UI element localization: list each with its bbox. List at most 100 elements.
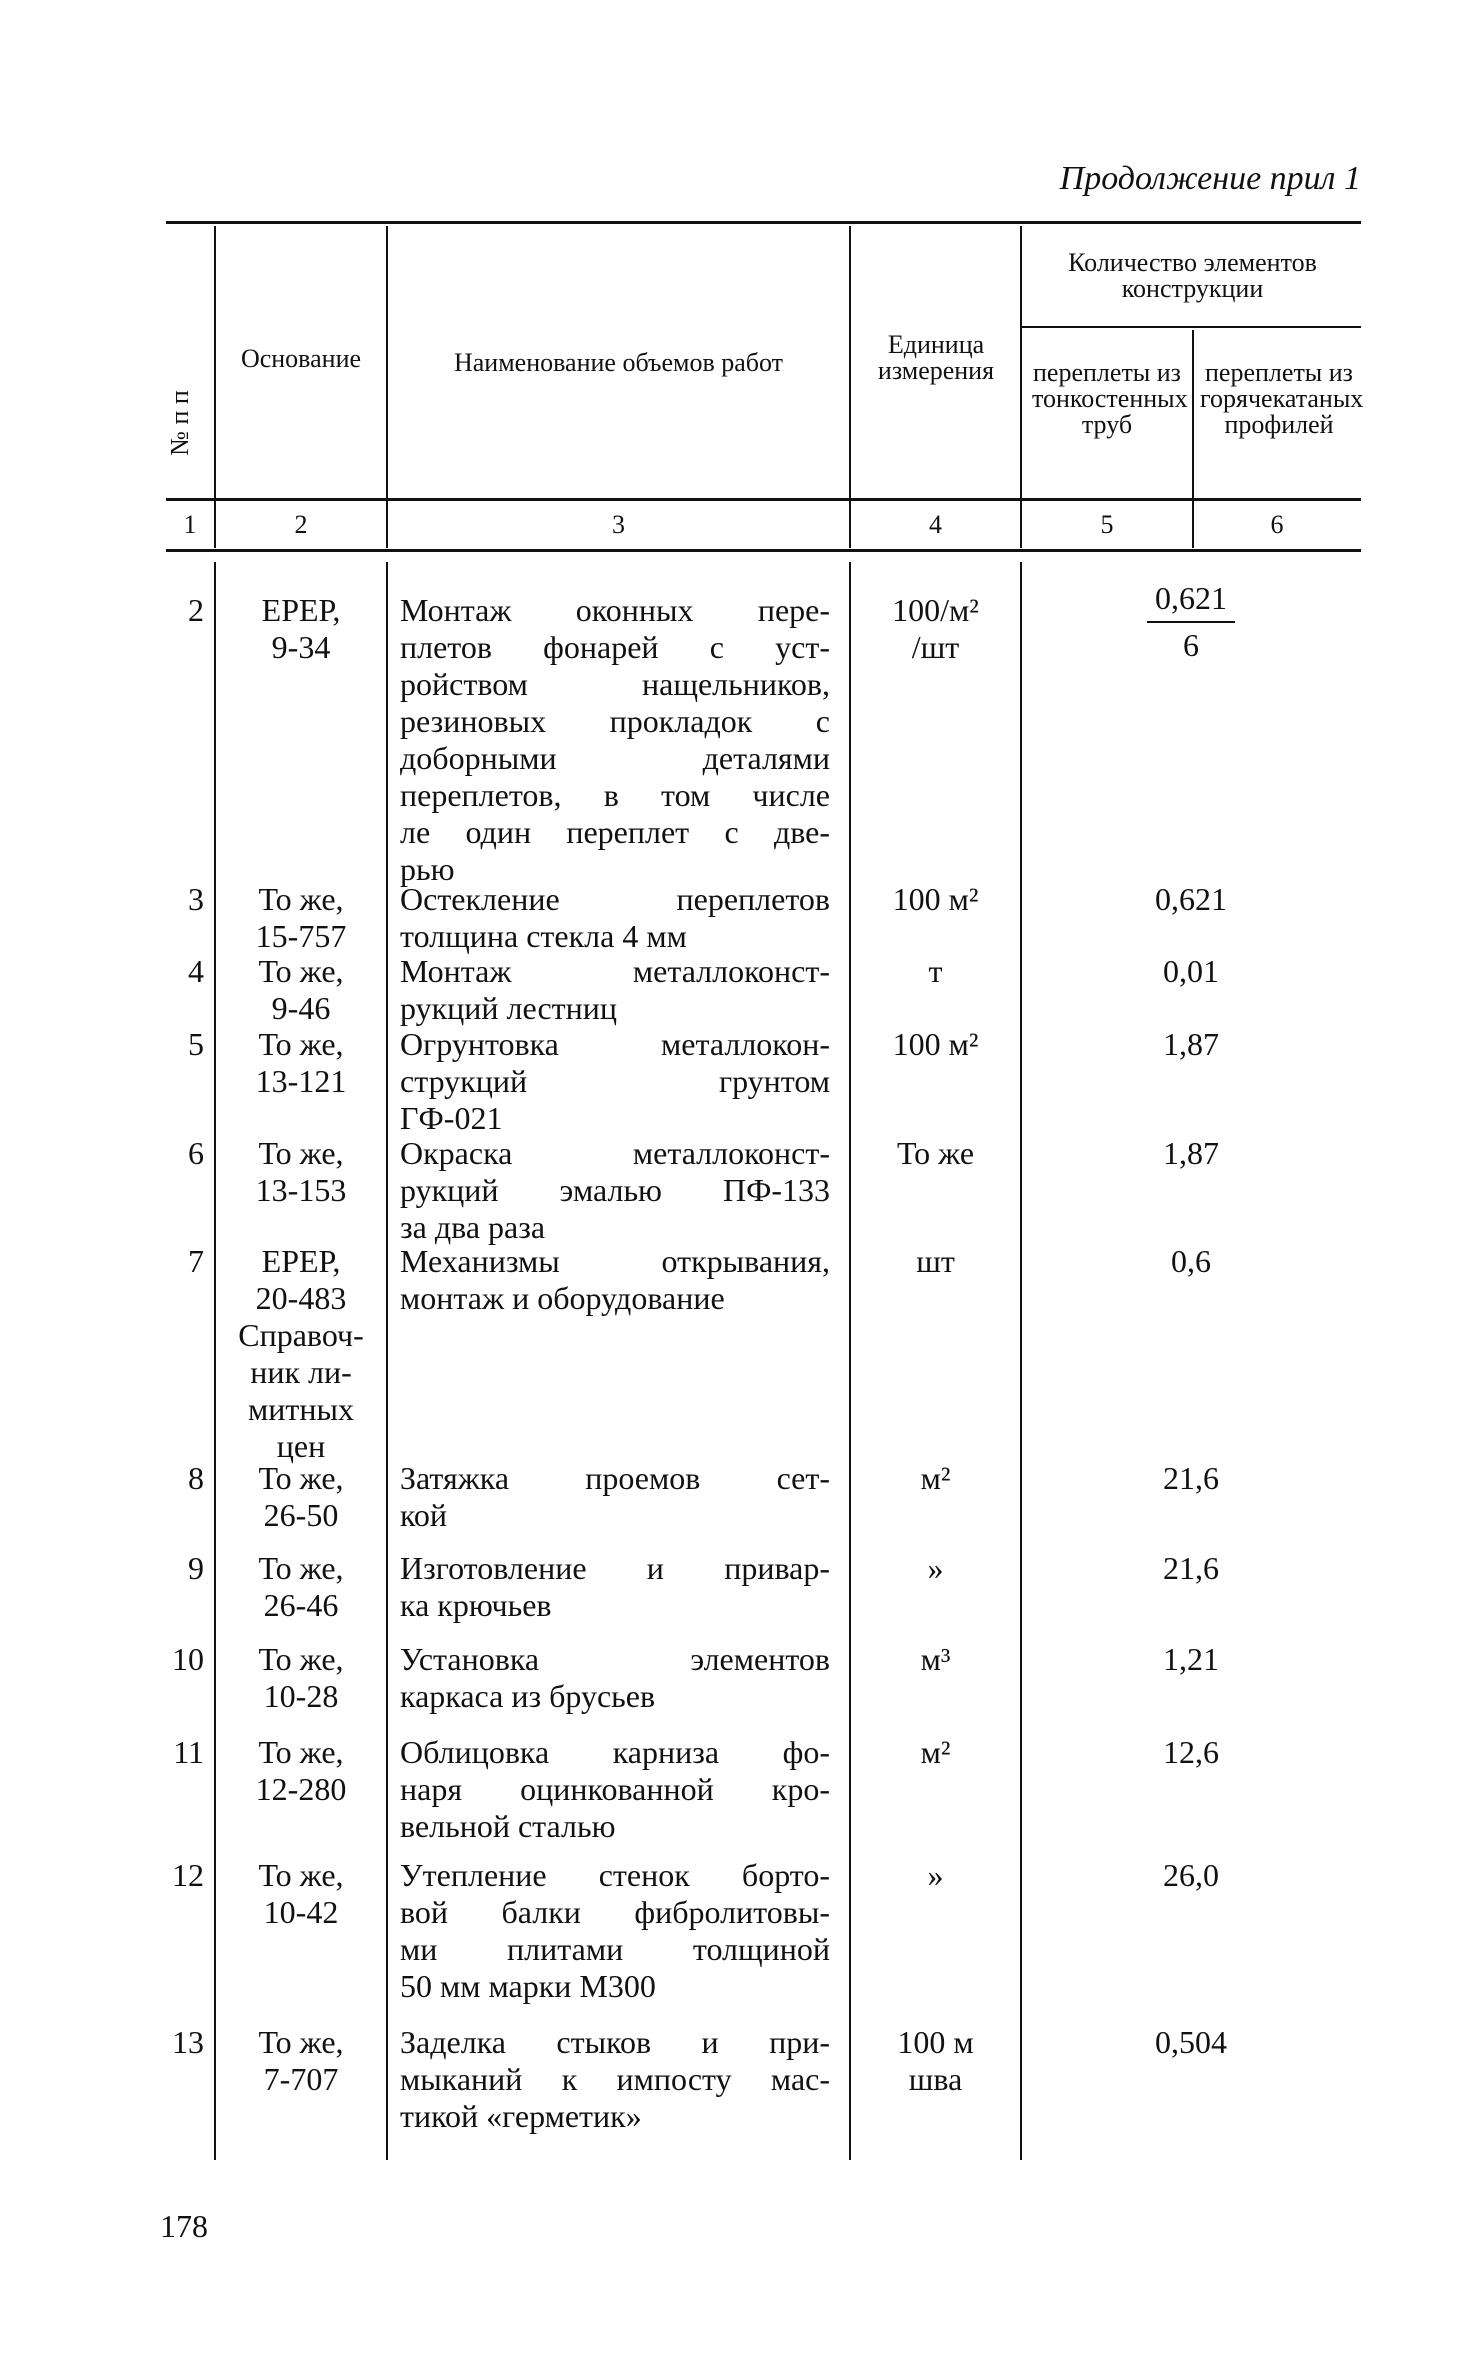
unit-line: м² bbox=[920, 1460, 951, 1496]
work-name-line: рукций лестниц bbox=[400, 990, 618, 1026]
header-col-thin-wall: переплеты из тонкостенных труб bbox=[1032, 358, 1188, 439]
unit-line: 100 м² bbox=[892, 1026, 979, 1062]
header-col-hot-rolled: переплеты из горячекатаных профилей bbox=[1200, 358, 1364, 439]
row-number: 12 bbox=[172, 1857, 204, 1893]
row-number: 5 bbox=[188, 1026, 204, 1062]
row-unit: 100/м²/шт bbox=[850, 592, 1021, 666]
row-basis: То же, 13-153 bbox=[215, 1135, 387, 1209]
unit-line: 100/м² bbox=[892, 592, 979, 628]
column-number: 1 bbox=[183, 510, 197, 539]
row-number: 2 bbox=[188, 592, 204, 628]
basis-line: То же, bbox=[258, 1026, 344, 1062]
row-basis: То же, 15-757 bbox=[215, 881, 387, 955]
row-unit: 100 м² bbox=[850, 1026, 1021, 1063]
row-unit: шт bbox=[850, 1243, 1021, 1280]
header-col-number: № п п bbox=[165, 390, 194, 456]
row-quantity: 26,0 bbox=[1163, 1857, 1219, 1893]
row-number: 4 bbox=[188, 953, 204, 989]
body-vline bbox=[849, 562, 851, 2160]
work-name-line: толщина стекла 4 мм bbox=[400, 918, 687, 954]
work-name-line: Остекление переплетов bbox=[400, 881, 830, 917]
row-basis: То же, 26-46 bbox=[215, 1550, 387, 1624]
page-number: 178 bbox=[160, 2208, 208, 2244]
work-name-line: вельной сталью bbox=[400, 1808, 616, 1844]
row-basis: То же, 7-707 bbox=[215, 2024, 387, 2098]
row-number: 10 bbox=[172, 1641, 204, 1677]
column-number: 2 bbox=[294, 510, 308, 539]
header-col-unit: Единица измерения bbox=[877, 330, 995, 385]
work-name-line: рукций эмалью ПФ-133 bbox=[400, 1172, 830, 1208]
header-vline bbox=[849, 226, 851, 548]
row-number: 6 bbox=[188, 1135, 204, 1171]
row-unit: т bbox=[850, 953, 1021, 990]
work-name-line: за два раза bbox=[400, 1209, 546, 1245]
work-name-line: струкций грунтом bbox=[400, 1063, 830, 1099]
work-name-line: Монтаж оконных пере- bbox=[400, 592, 830, 628]
row-quantity: 21,6 bbox=[1163, 1460, 1219, 1496]
unit-line: То же bbox=[896, 1135, 975, 1171]
work-name-line: доборными деталями bbox=[400, 740, 830, 776]
row-unit: м² bbox=[850, 1734, 1021, 1771]
work-name-line: тикой «герметик» bbox=[400, 2098, 642, 2134]
header-group-quantity: Количество элементов конструкции bbox=[1068, 248, 1317, 303]
row-basis: ЕРЕР, 9-34 bbox=[215, 592, 387, 666]
row-unit: 100 м шва bbox=[850, 2024, 1021, 2098]
row-quantity: 1,87 bbox=[1163, 1026, 1219, 1062]
basis-line: 26-46 bbox=[263, 1587, 339, 1623]
basis-line: То же, bbox=[258, 1550, 344, 1586]
row-work-name: Окраска металлоконст-рукций эмалью ПФ-13… bbox=[400, 1135, 830, 1246]
row-number: 13 bbox=[172, 2024, 204, 2060]
row-unit: » bbox=[850, 1857, 1021, 1894]
body-vline bbox=[1020, 562, 1022, 2160]
basis-line: То же, bbox=[258, 881, 344, 917]
row-basis: То же, 12-280 bbox=[215, 1734, 387, 1808]
header-bottom-rule bbox=[166, 498, 1361, 501]
basis-line: ЕРЕР, bbox=[261, 1243, 341, 1279]
header-col-work-name: Наименование объемов работ bbox=[453, 348, 784, 377]
work-name-line: вой балки фибролитовы- bbox=[400, 1894, 830, 1930]
header-vline bbox=[1192, 330, 1194, 548]
work-name-line: плетов фонарей с уст- bbox=[400, 629, 830, 665]
row-work-name: Монтаж металлоконст-рукций лестниц bbox=[400, 953, 830, 1027]
row-quantity: 1,87 bbox=[1163, 1135, 1219, 1171]
work-name-line: Утепление стенок борто- bbox=[400, 1857, 830, 1893]
basis-line: 10-42 bbox=[263, 1894, 339, 1930]
basis-line: 10-28 bbox=[263, 1678, 339, 1714]
row-number: 7 bbox=[188, 1243, 204, 1279]
basis-line: ЕРЕР, bbox=[261, 592, 341, 628]
basis-line: 7-707 bbox=[263, 2061, 339, 2097]
work-name-line: Огрунтовка металлокон- bbox=[400, 1026, 830, 1062]
work-name-line: ГФ-021 bbox=[400, 1100, 503, 1136]
header-vline bbox=[1020, 226, 1022, 548]
row-quantity: 12,6 bbox=[1163, 1734, 1219, 1770]
running-head: Продолжение прил 1 bbox=[1059, 160, 1361, 197]
row-work-name: Облицовка карниза фо-наря оцинкованной к… bbox=[400, 1734, 830, 1845]
row-work-name: Установка элементов каркаса из брусьев bbox=[400, 1641, 830, 1715]
basis-line: 20-483 bbox=[255, 1280, 347, 1316]
unit-line: м³ bbox=[920, 1641, 951, 1677]
row-quantity: 0,621 bbox=[1155, 881, 1227, 917]
table-top-rule bbox=[166, 221, 1361, 224]
unit-line: » bbox=[927, 1857, 944, 1893]
row-basis: ЕРЕР, 20-483 Справоч-ник ли-митных цен bbox=[215, 1243, 387, 1465]
unit-line: 100 м bbox=[897, 2024, 974, 2060]
work-name-line: Механизмы открывания, bbox=[400, 1243, 830, 1279]
row-quantity: 1,21 bbox=[1163, 1641, 1219, 1677]
row-work-name: Изготовление и привар-ка крючьев bbox=[400, 1550, 830, 1624]
work-name-line: ройством нащельников, bbox=[400, 666, 830, 702]
basis-line: То же, bbox=[258, 2024, 344, 2060]
basis-line: 9-46 bbox=[271, 990, 331, 1026]
work-name-line: ми плитами толщиной bbox=[400, 1931, 830, 1967]
row-unit: » bbox=[850, 1550, 1021, 1587]
work-name-line: Монтаж металлоконст- bbox=[400, 953, 830, 989]
header-col-basis: Основание bbox=[240, 344, 362, 373]
work-name-line: резиновых прокладок с bbox=[400, 703, 830, 739]
row-quantity: 0,01 bbox=[1163, 953, 1219, 989]
row-work-name: Затяжка проемов сет-кой bbox=[400, 1460, 830, 1534]
basis-line: То же, bbox=[258, 1641, 344, 1677]
work-name-line: Заделка стыков и при- bbox=[400, 2024, 830, 2060]
body-vline bbox=[214, 562, 216, 2160]
row-work-name: Огрунтовка металлокон-струкций грунтом ГФ… bbox=[400, 1026, 830, 1137]
unit-line: » bbox=[927, 1550, 944, 1586]
row-number: 11 bbox=[173, 1734, 204, 1770]
